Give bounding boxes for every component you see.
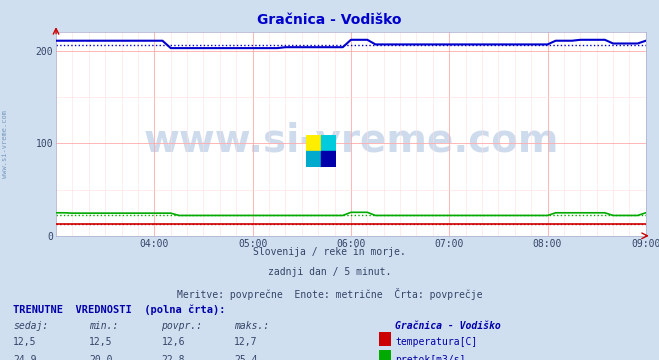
Text: 12,6: 12,6 [161, 337, 185, 347]
Text: 12,5: 12,5 [89, 337, 113, 347]
Bar [322, 135, 336, 151]
Text: 12,7: 12,7 [234, 337, 258, 347]
Text: 12,5: 12,5 [13, 337, 37, 347]
Text: 25,4: 25,4 [234, 355, 258, 360]
Bar [306, 151, 322, 167]
Text: 22,8: 22,8 [161, 355, 185, 360]
Text: pretok[m3/s]: pretok[m3/s] [395, 355, 466, 360]
Text: 20,0: 20,0 [89, 355, 113, 360]
Text: sedaj:: sedaj: [13, 321, 48, 331]
Text: Gračnica - Vodiško: Gračnica - Vodiško [257, 13, 402, 27]
Text: Meritve: povprečne  Enote: metrične  Črta: povprečje: Meritve: povprečne Enote: metrične Črta:… [177, 288, 482, 300]
Text: Slovenija / reke in morje.: Slovenija / reke in morje. [253, 247, 406, 257]
Bar [306, 135, 322, 151]
Text: www.si-vreme.com: www.si-vreme.com [143, 121, 559, 159]
Text: temperatura[C]: temperatura[C] [395, 337, 478, 347]
Text: TRENUTNE  VREDNOSTI  (polna črta):: TRENUTNE VREDNOSTI (polna črta): [13, 304, 225, 315]
Text: www.si-vreme.com: www.si-vreme.com [2, 110, 9, 178]
Text: Gračnica - Vodiško: Gračnica - Vodiško [395, 321, 501, 331]
Text: povpr.:: povpr.: [161, 321, 202, 331]
Text: maks.:: maks.: [234, 321, 269, 331]
Text: 24,9: 24,9 [13, 355, 37, 360]
Text: min.:: min.: [89, 321, 119, 331]
Bar [322, 151, 336, 167]
Text: zadnji dan / 5 minut.: zadnji dan / 5 minut. [268, 267, 391, 278]
